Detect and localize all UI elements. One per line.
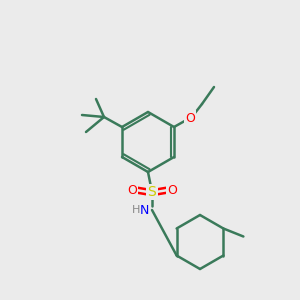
- Text: H: H: [132, 205, 140, 215]
- Text: N: N: [139, 203, 149, 217]
- Text: O: O: [127, 184, 137, 196]
- Text: S: S: [148, 185, 156, 199]
- Text: O: O: [167, 184, 177, 196]
- Text: O: O: [185, 112, 195, 124]
